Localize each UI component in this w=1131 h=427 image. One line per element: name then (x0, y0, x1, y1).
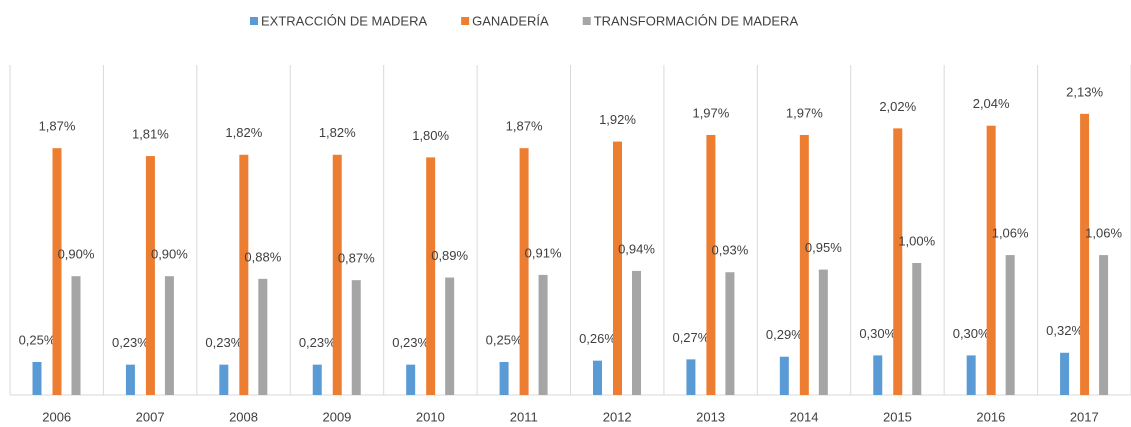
bar (164, 276, 174, 395)
bar (893, 128, 903, 396)
x-tick-label: 2011 (510, 409, 538, 424)
x-tick-label: 2014 (790, 409, 819, 424)
bar (686, 359, 696, 395)
x-tick-label: 2006 (42, 409, 71, 424)
legend-label: EXTRACCIÓN DE MADERA (261, 13, 427, 28)
data-label: 0,32% (1046, 323, 1083, 338)
bar (145, 156, 155, 395)
data-label: 0,93% (711, 243, 748, 258)
data-label: 1,00% (898, 233, 935, 248)
bar (799, 134, 809, 395)
bar (613, 141, 622, 395)
data-label: 0,25% (486, 332, 523, 347)
data-label: 1,06% (992, 226, 1029, 241)
data-label: 1,97% (786, 105, 823, 120)
bar (519, 148, 529, 395)
bar (538, 274, 548, 395)
data-label: 0,91% (525, 245, 562, 260)
data-label: 1,06% (1085, 226, 1122, 241)
bar (966, 355, 976, 395)
bar (632, 270, 641, 395)
data-label: 0,25% (19, 332, 56, 347)
bar (426, 157, 436, 395)
data-label: 0,23% (299, 335, 336, 350)
data-label: 0,27% (672, 330, 709, 345)
data-label: 1,87% (39, 119, 76, 134)
data-label: 1,87% (506, 119, 543, 134)
bar (32, 362, 42, 395)
bar (52, 148, 62, 395)
bar (818, 269, 828, 395)
x-tick-label: 2017 (1070, 409, 1099, 424)
data-label: 0,26% (579, 331, 616, 346)
data-label: 1,82% (225, 125, 262, 140)
x-tick-label: 2016 (976, 409, 1005, 424)
data-label: 0,90% (58, 247, 95, 262)
legend-swatch (582, 17, 591, 25)
data-label: 1,81% (132, 127, 169, 142)
bar (593, 360, 602, 395)
bar (873, 355, 883, 395)
data-label: 2,02% (879, 99, 916, 114)
data-label: 0,23% (205, 335, 242, 350)
legend-swatch (250, 17, 258, 25)
legend-swatch (461, 17, 470, 25)
bar (71, 276, 81, 395)
legend-label: TRANSFORMACIÓN DE MADERA (594, 13, 799, 28)
data-label: 0,87% (338, 251, 375, 266)
data-label: 2,13% (1066, 84, 1103, 99)
bar (1099, 255, 1109, 395)
data-label: 0,95% (805, 240, 842, 255)
bar (706, 134, 716, 395)
bar (986, 125, 996, 395)
data-label: 0,23% (392, 335, 429, 350)
bar (239, 154, 249, 395)
bar (445, 277, 455, 395)
data-label: 1,82% (319, 125, 356, 140)
data-label: 0,88% (244, 249, 281, 264)
bar (351, 280, 361, 395)
bar (1080, 113, 1090, 395)
data-label: 0,30% (953, 326, 990, 341)
bar (312, 364, 322, 395)
x-tick-label: 2008 (229, 409, 258, 424)
x-tick-label: 2009 (322, 409, 351, 424)
bar (406, 364, 416, 395)
data-label: 0,94% (618, 241, 655, 256)
bar (125, 364, 135, 395)
x-tick-label: 2010 (416, 409, 445, 424)
bar (258, 278, 268, 395)
bar (332, 154, 342, 395)
legend-label: GANADERÍA (472, 13, 549, 28)
x-tick-label: 2012 (603, 409, 632, 424)
data-label: 0,29% (766, 327, 803, 342)
data-label: 0,23% (112, 335, 149, 350)
x-tick-label: 2015 (883, 409, 912, 424)
bar (779, 356, 789, 395)
data-label: 1,80% (412, 128, 449, 143)
x-tick-label: 2007 (136, 409, 165, 424)
bar (219, 364, 229, 395)
data-label: 0,30% (859, 326, 896, 341)
data-label: 0,90% (151, 247, 188, 262)
bar (1005, 255, 1015, 395)
data-label: 0,89% (431, 248, 468, 263)
bar (912, 263, 922, 395)
bar (499, 362, 509, 395)
data-label: 1,92% (599, 112, 636, 127)
bar (725, 272, 735, 395)
data-label: 2,04% (973, 96, 1010, 111)
bar (1060, 352, 1070, 395)
data-label: 1,97% (692, 105, 729, 120)
x-tick-label: 2013 (696, 409, 725, 424)
